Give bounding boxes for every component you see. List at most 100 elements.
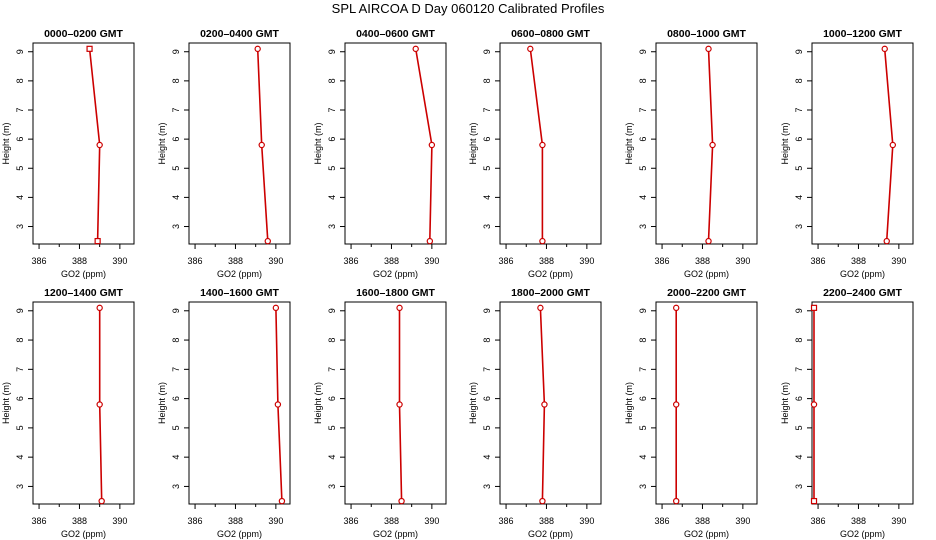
data-point [705,45,712,53]
x-tick-label: 388 [228,516,243,526]
x-tick-label: 390 [891,516,906,526]
y-tick-label: 8 [171,338,181,343]
y-tick-label: 5 [327,166,337,171]
x-tick-label: 388 [695,516,710,526]
y-tick-label: 7 [327,107,337,112]
y-tick-label: 6 [794,137,804,142]
plot-frame [344,301,447,505]
x-tick-label: 386 [32,516,47,526]
y-tick-label: 9 [171,49,181,54]
y-tick-label: 3 [327,484,337,489]
y-tick-label: 5 [638,166,648,171]
plot-frame [188,42,291,245]
y-tick-label: 4 [794,455,804,460]
y-tick-label: 6 [794,396,804,401]
y-tick-label: 4 [327,455,337,460]
y-tick-label: 3 [15,484,25,489]
y-tick-label: 9 [482,308,492,313]
x-tick-label: 390 [424,516,439,526]
data-point [98,497,105,505]
y-axis-label: Height (m) [468,122,478,164]
y-tick-label: 8 [794,338,804,343]
y-axis-label: Height (m) [780,122,790,164]
plot-frame [655,301,758,505]
data-point [258,141,265,149]
y-axis-label: Height (m) [157,122,167,164]
panel-title: 0600–0800 GMT [511,28,590,40]
y-tick-label: 6 [638,137,648,142]
data-point [539,497,546,505]
x-axis-label: GO2 (ppm) [373,269,418,279]
data-point [278,497,286,505]
y-tick-label: 4 [15,195,25,200]
plot-frame [499,42,602,245]
y-tick-label: 9 [171,308,181,313]
y-tick-label: 3 [15,224,25,229]
x-axis-label: GO2 (ppm) [217,269,262,279]
x-tick-label: 386 [188,516,203,526]
x-tick-label: 390 [579,256,594,266]
y-axis-label: Height (m) [157,382,167,424]
data-point [705,237,712,245]
data-point [541,401,548,408]
panel-title: 0200–0400 GMT [200,28,279,40]
plot-frame [188,301,291,505]
y-tick-label: 7 [638,367,648,372]
y-tick-label: 6 [15,396,25,401]
panel-title: 0400–0600 GMT [356,28,435,40]
y-tick-label: 3 [638,224,648,229]
x-tick-label: 388 [851,516,866,526]
panel-title: 1600–1800 GMT [356,287,435,299]
x-tick-label: 386 [811,256,826,266]
y-axis-label: Height (m) [624,122,634,164]
y-tick-label: 6 [482,396,492,401]
y-tick-label: 7 [794,367,804,372]
y-tick-label: 8 [482,78,492,83]
y-tick-label: 7 [171,107,181,112]
y-tick-label: 5 [482,425,492,430]
data-point [709,141,716,149]
y-tick-label: 5 [171,166,181,171]
y-tick-label: 4 [171,455,181,460]
x-tick-label: 390 [112,256,127,266]
data-point [426,237,434,245]
y-tick-label: 4 [638,455,648,460]
data-point [96,304,103,312]
y-axis-label: Height (m) [313,382,323,424]
panel-title: 2200–2400 GMT [823,287,902,299]
y-tick-label: 7 [638,107,648,112]
data-point [264,237,271,245]
y-tick-label: 8 [15,78,25,83]
x-tick-label: 388 [539,256,554,266]
y-tick-label: 5 [794,166,804,171]
y-tick-label: 3 [171,224,181,229]
x-tick-label: 388 [72,256,87,266]
y-tick-label: 3 [794,484,804,489]
x-tick-label: 388 [384,516,399,526]
y-tick-label: 8 [171,78,181,83]
y-tick-label: 8 [327,338,337,343]
plot-frame [811,301,914,505]
x-axis-label: GO2 (ppm) [840,269,885,279]
y-tick-label: 9 [794,308,804,313]
x-tick-label: 386 [655,516,670,526]
y-axis-label: Height (m) [1,122,11,164]
y-tick-label: 4 [794,195,804,200]
y-tick-label: 7 [794,107,804,112]
x-axis-label: GO2 (ppm) [61,529,106,539]
data-point [396,304,403,312]
y-tick-label: 4 [482,455,492,460]
data-point [96,141,103,149]
y-tick-label: 3 [171,484,181,489]
y-tick-label: 8 [15,338,25,343]
panel-title: 0800–1000 GMT [667,28,746,40]
x-tick-label: 388 [384,256,399,266]
x-tick-label: 386 [499,256,514,266]
plot-frame [499,301,602,505]
x-tick-label: 390 [112,516,127,526]
figure-title: SPL AIRCOA D Day 060120 Calibrated Profi… [331,1,605,16]
plot-frame [32,301,135,505]
data-point [889,141,897,149]
y-tick-label: 3 [638,484,648,489]
